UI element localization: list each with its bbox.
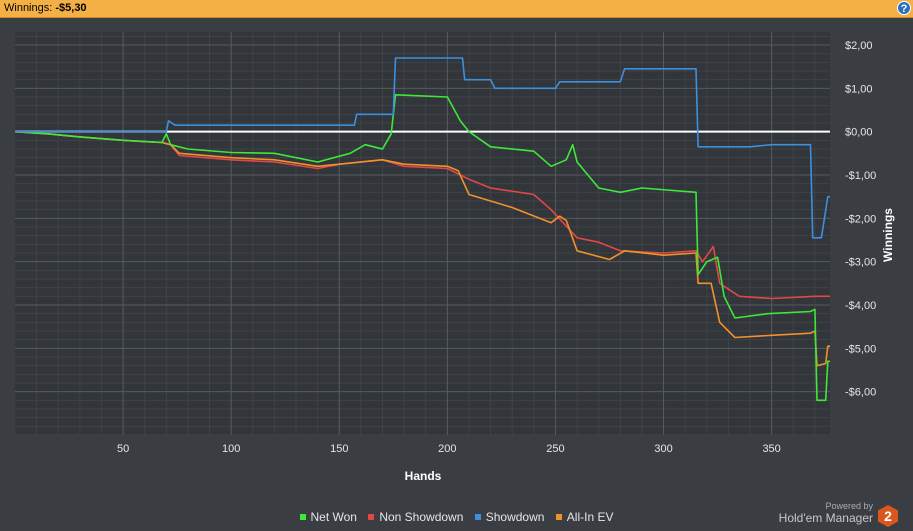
legend-item-net-won[interactable]: Net Won [299,510,357,524]
legend-item-showdown[interactable]: Showdown [474,510,545,524]
legend-swatch-net-won [299,513,306,520]
y-tick-label: -$4,00 [845,300,876,312]
x-tick-label: 350 [762,443,780,455]
winnings-value: -$5,30 [55,2,87,14]
winnings-summary: Winnings: -$5,30 [4,2,87,14]
y-tick-label: $2,00 [845,40,873,52]
legend-label-non-showdown: Non Showdown [379,510,464,524]
legend-swatch-showdown [474,513,481,520]
powered-by-brand: Powered by Hold'em Manager [779,501,873,525]
powered-by-text: Powered by [825,501,873,511]
legend-label-net-won: Net Won [310,510,357,524]
y-tick-label: $1,00 [845,83,873,95]
series-line-all-in-ev [14,130,830,367]
hem-logo-text: 2 [884,508,892,524]
y-tick-label: -$1,00 [845,170,876,182]
chart-legend: Net Won Non Showdown Showdown All-In EV [0,510,913,524]
legend-label-showdown: Showdown [485,510,545,524]
x-tick-label: 250 [546,443,564,455]
legend-swatch-all-in-ev [555,513,562,520]
series-line-showdown [15,57,830,239]
legend-swatch-non-showdown [368,513,375,520]
hem-logo-icon: 2 [878,505,898,527]
x-tick-label: 50 [117,443,129,455]
legend-item-all-in-ev[interactable]: All-In EV [555,510,614,524]
x-axis-label: Hands [405,469,442,483]
x-tick-label: 150 [330,443,348,455]
y-tick-label: -$6,00 [845,387,876,399]
help-icon[interactable]: ? [897,1,911,15]
series-lines [14,57,830,402]
series-line-net-won [14,94,830,402]
x-tick-label: 200 [438,443,456,455]
winnings-label: Winnings: [4,2,53,14]
y-tick-label: -$3,00 [845,257,876,269]
x-axis-ticks: 50 100 150 200 250 300 350 [117,443,781,455]
x-tick-label: 300 [654,443,672,455]
plot-area [15,32,830,435]
winnings-header-bar: Winnings: -$5,30 ? [0,0,913,18]
y-axis-ticks: $2,00 $1,00 $0,00 -$1,00 -$2,00 -$3,00 -$4,00 -… [845,40,876,399]
y-tick-label: $0,00 [845,127,873,139]
x-tick-label: 100 [222,443,240,455]
legend-item-non-showdown[interactable]: Non Showdown [368,510,463,524]
y-tick-label: -$5,00 [845,343,876,355]
legend-label-all-in-ev: All-In EV [566,510,614,524]
brand-name: Hold'em Manager [778,511,873,525]
y-axis-label: Winnings [881,208,895,262]
y-tick-label: -$2,00 [845,213,876,225]
winnings-chart: $2,00 $1,00 $0,00 -$1,00 -$2,00 -$3,00 -$4,00 -… [14,32,895,483]
